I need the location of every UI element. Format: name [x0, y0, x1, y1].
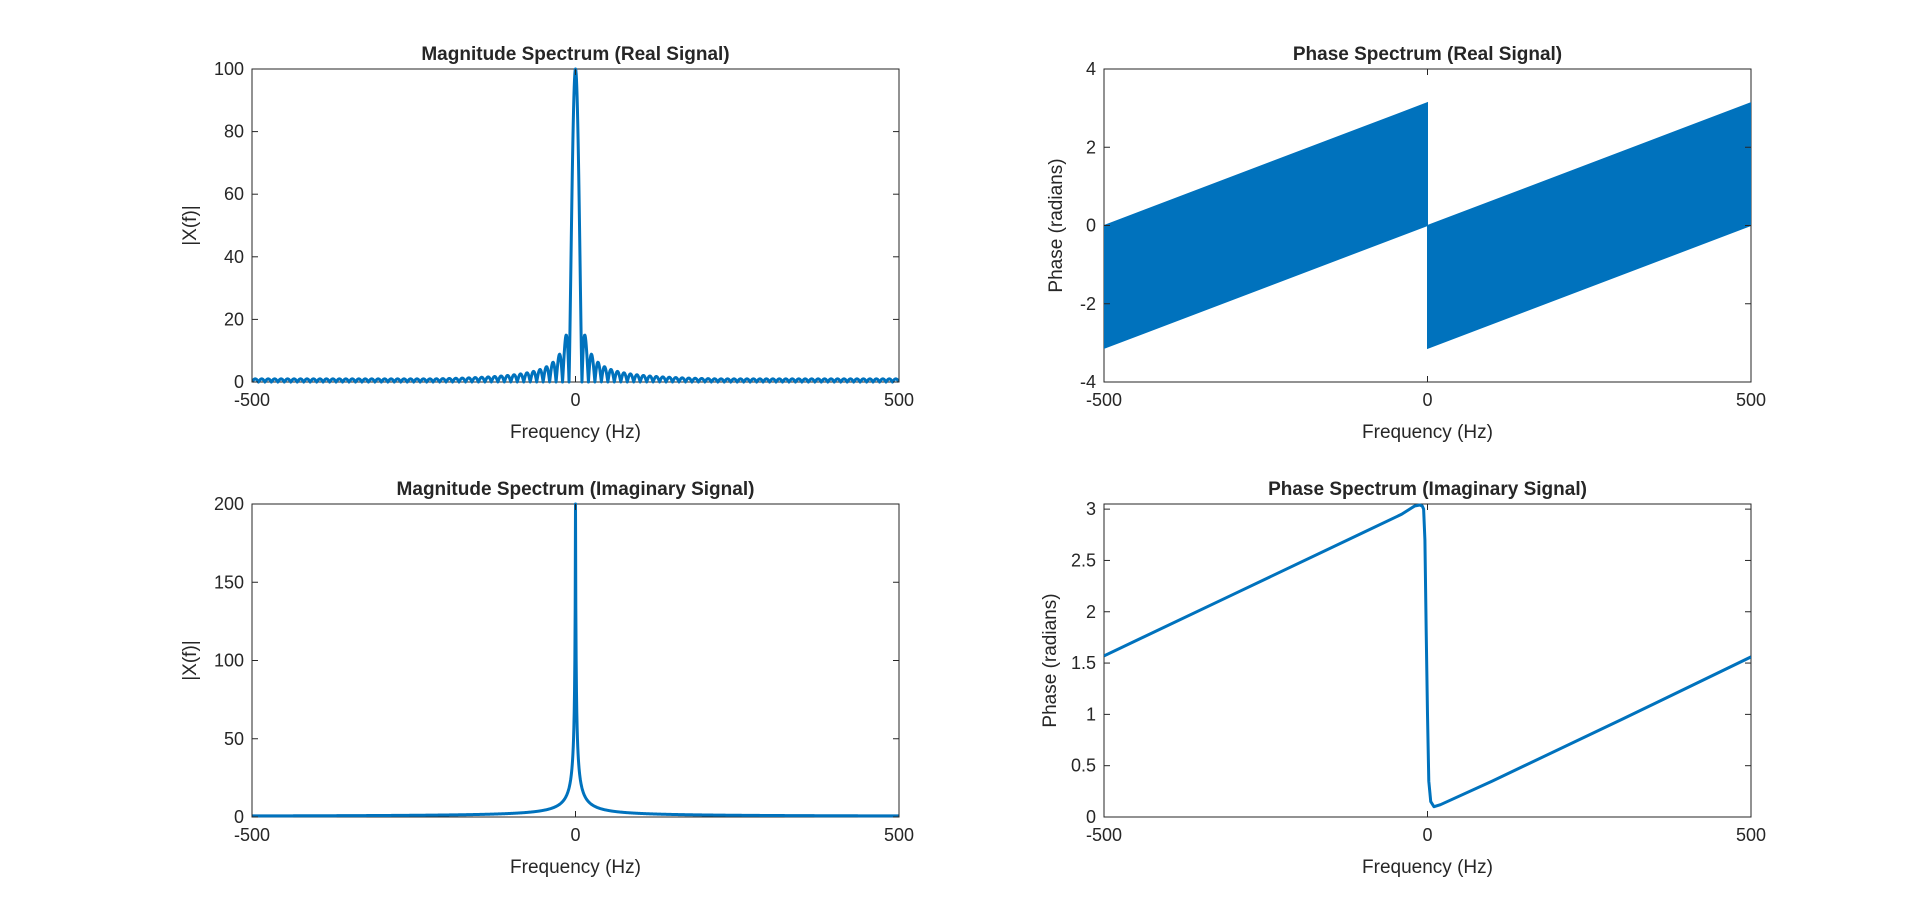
phase-band-2: [1427, 102, 1751, 350]
y-tick-label: 1.5: [1071, 653, 1096, 673]
x-tick-label: -500: [1086, 825, 1122, 845]
chart-title: Magnitude Spectrum (Real Signal): [421, 44, 729, 65]
y-tick-label: 40: [224, 247, 244, 267]
plot-area: [251, 68, 900, 383]
y-tick-label: 100: [214, 651, 244, 671]
x-tick-label: 0: [1422, 390, 1432, 410]
x-tick-label: 0: [570, 390, 580, 410]
y-tick-label: 0.5: [1071, 756, 1096, 776]
y-tick-label: 150: [214, 572, 244, 592]
y-tick-label: 2.5: [1071, 550, 1096, 570]
y-tick-label: 0: [1086, 807, 1096, 827]
x-tick-label: 0: [1422, 825, 1432, 845]
y-tick-label: 60: [224, 184, 244, 204]
y-axis-label: Phase (radians): [1046, 158, 1067, 292]
y-tick-label: 2: [1086, 137, 1096, 157]
series-line: [1104, 503, 1751, 809]
y-tick-label: 100: [214, 59, 244, 79]
x-axis-label: Frequency (Hz): [1362, 857, 1493, 878]
x-tick-label: 500: [884, 825, 914, 845]
y-tick-label: 2: [1086, 602, 1096, 622]
y-axis-label: |X(f)|: [180, 640, 201, 680]
y-tick-label: 20: [224, 309, 244, 329]
x-axis-label: Frequency (Hz): [510, 857, 641, 878]
x-axis-label: Frequency (Hz): [510, 422, 641, 443]
chart-title: Phase Spectrum (Imaginary Signal): [1268, 479, 1587, 500]
y-tick-label: 0: [234, 807, 244, 827]
x-tick-label: 500: [1736, 390, 1766, 410]
chart-title: Magnitude Spectrum (Imaginary Signal): [397, 479, 755, 500]
y-tick-label: -4: [1080, 372, 1096, 392]
y-axis-label: |X(f)|: [180, 205, 201, 245]
y-tick-label: 200: [214, 494, 244, 514]
y-tick-label: 3: [1086, 499, 1096, 519]
y-tick-label: 80: [224, 122, 244, 142]
x-tick-label: 0: [570, 825, 580, 845]
y-axis-label: Phase (radians): [1040, 593, 1061, 727]
y-tick-label: 1: [1086, 704, 1096, 724]
chart-panel-2: -500 0 500 -4 -2 0 2 4 Phase Spectrum (Real Sign…: [1046, 44, 1766, 443]
y-tick-label: -2: [1080, 294, 1096, 314]
x-tick-label: -500: [234, 825, 270, 845]
y-tick-label: 4: [1086, 59, 1096, 79]
y-tick-label: 50: [224, 729, 244, 749]
y-tick-label: 0: [234, 372, 244, 392]
x-tick-label: -500: [234, 390, 270, 410]
chart-title: Phase Spectrum (Real Signal): [1293, 44, 1562, 65]
x-axis-label: Frequency (Hz): [1362, 422, 1493, 443]
x-tick-label: -500: [1086, 390, 1122, 410]
x-tick-label: 500: [1736, 825, 1766, 845]
y-tick-label: 0: [1086, 216, 1096, 236]
x-tick-label: 500: [884, 390, 914, 410]
